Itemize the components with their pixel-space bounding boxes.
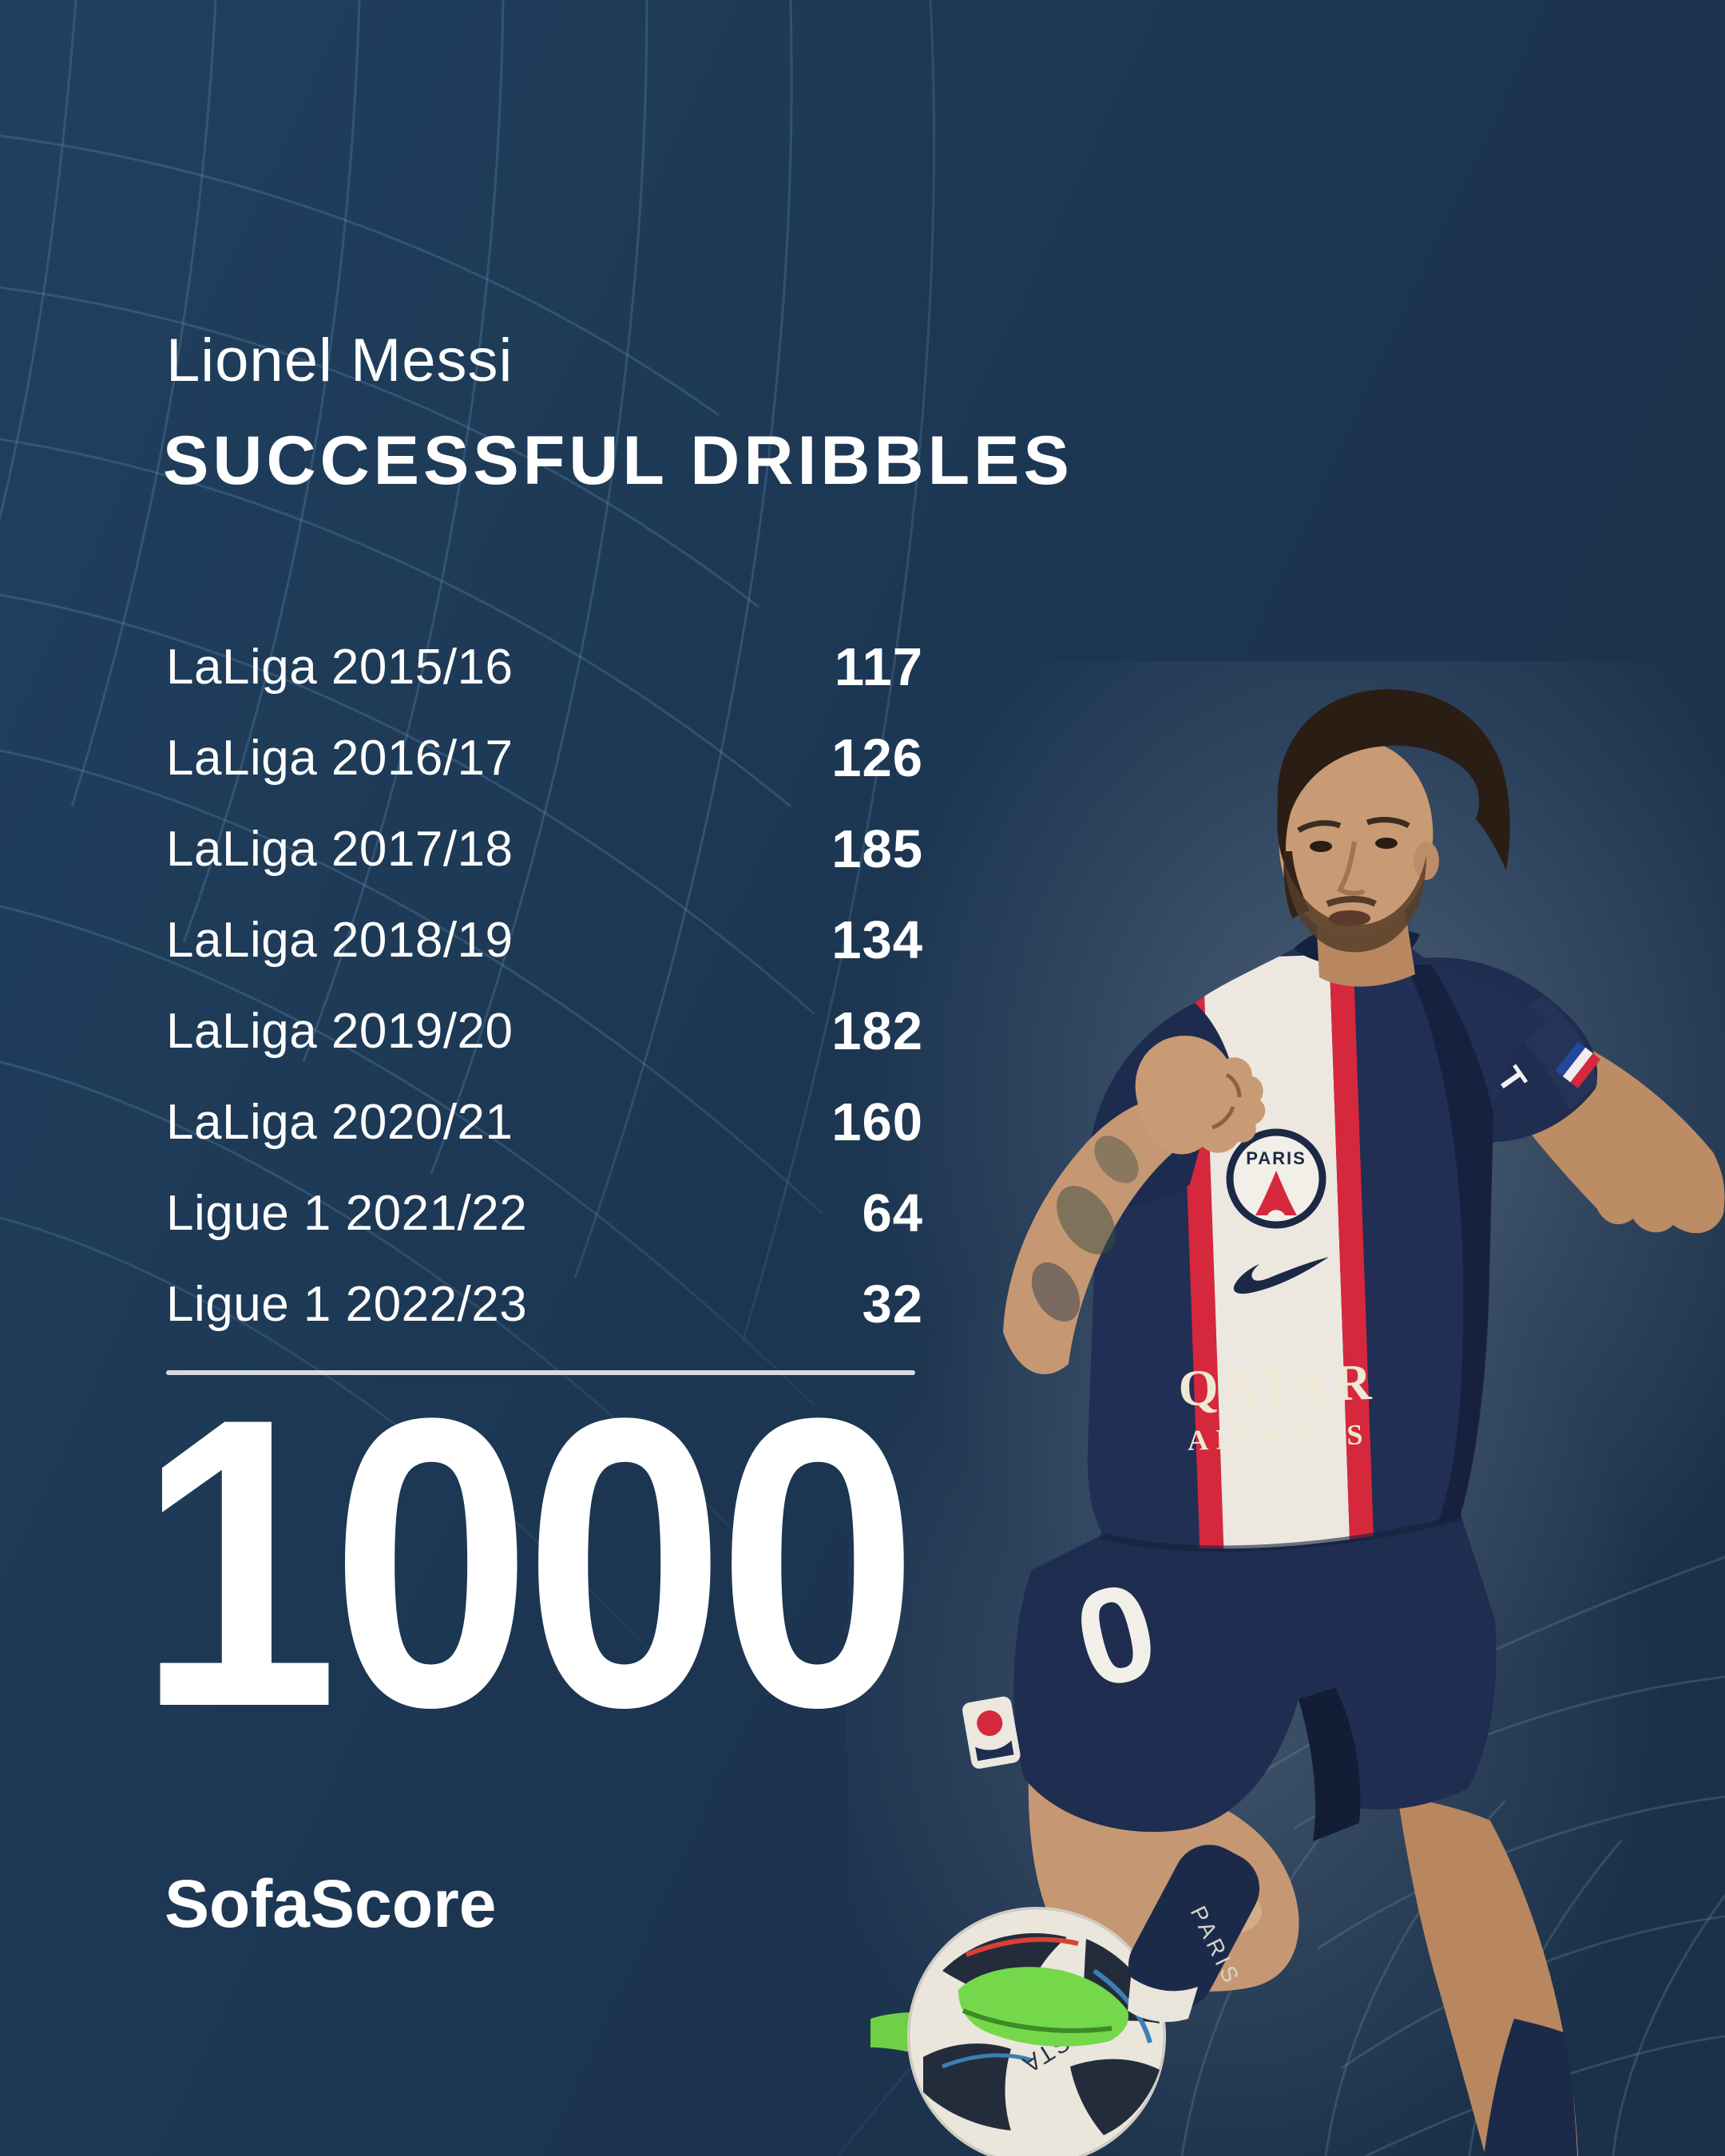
stat-label: Ligue 1 2022/23 [166,1276,528,1332]
stat-label: LaLiga 2018/19 [166,912,514,968]
sponsor-line1: QATAR [1177,1353,1376,1417]
head [1277,689,1510,987]
stat-row: Ligue 1 2021/22 64 [166,1167,923,1258]
shorts: 0 [962,1514,1497,1841]
jersey-sponsor: QATAR AIRWAYS [1177,1353,1376,1456]
divider-line [166,1370,915,1375]
face [1279,741,1434,936]
stat-label: LaLiga 2020/21 [166,1094,514,1150]
hair [1277,689,1510,870]
stat-row: Ligue 1 2022/23 32 [166,1258,923,1349]
stat-row: LaLiga 2018/19 134 [166,894,923,985]
ear [1414,842,1439,880]
right-arm [1003,1003,1266,1374]
stat-value: 126 [831,727,923,788]
messi-photo: GOAT PARIS QATAR AI [847,661,1725,2156]
grid-mesh-top-left [0,0,936,1750]
stats-list: LaLiga 2015/16 117 LaLiga 2016/17 126 La… [166,621,923,1349]
stat-value: 160 [831,1092,923,1152]
stat-value: 64 [862,1183,923,1243]
crest-paris-text: PARIS [1246,1148,1307,1168]
right-hand [1135,1035,1266,1155]
stat-value: 117 [834,636,923,697]
back-leg [1398,1795,1578,2156]
stat-label: LaLiga 2019/20 [166,1003,514,1059]
stat-label: LaLiga 2015/16 [166,639,514,695]
front-shin: PARIS [958,1845,1259,2047]
stat-value: 32 [862,1274,923,1334]
stat-value: 182 [831,1001,923,1061]
france-flag-icon [1555,1041,1601,1088]
player-name: Lionel Messi [166,327,514,394]
stat-value: 134 [831,910,923,970]
stat-row: LaLiga 2017/18 185 [166,803,923,894]
psg-crest: PARIS [1226,1128,1326,1229]
boot [958,1967,1129,2047]
total-dribbles: 1000 [137,1334,918,1793]
stat-label: LaLiga 2016/17 [166,730,514,786]
sofascore-logo: SofaScore [165,1866,497,1941]
stat-label: Ligue 1 2021/22 [166,1185,528,1241]
stat-row: LaLiga 2015/16 117 [166,621,923,712]
sponsor-line2: AIRWAYS [1187,1418,1370,1456]
stat-row: LaLiga 2019/20 182 [166,985,923,1076]
front-sock [1128,1845,1259,2009]
sock-cuff [1128,1977,1198,2023]
nike-swoosh-icon [1233,1257,1329,1294]
back-sock [1484,2019,1577,2156]
beard [1284,856,1426,953]
page-title: SUCCESSFUL DRIBBLES [163,422,1073,499]
stat-row: LaLiga 2016/17 126 [166,712,923,803]
stat-label: LaLiga 2017/18 [166,821,514,877]
stat-row: LaLiga 2020/21 160 [166,1076,923,1167]
stat-value: 185 [831,818,923,879]
shorts-crest [962,1696,1021,1769]
